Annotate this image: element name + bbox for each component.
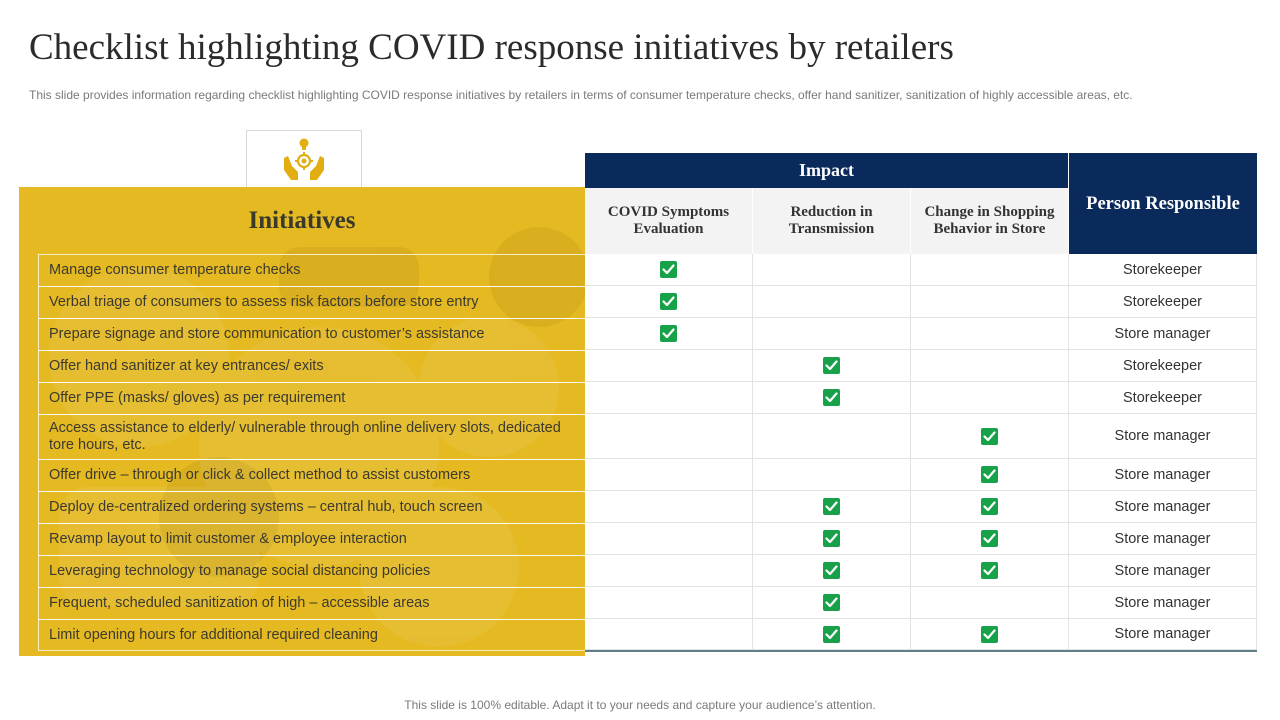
footer-note: This slide is 100% editable. Adapt it to…: [404, 698, 876, 712]
initiative-label: Limit opening hours for additional requi…: [38, 619, 585, 651]
impact-cell: [585, 254, 753, 286]
person-responsible-cell: Store manager: [1069, 459, 1257, 491]
hands-lightbulb-icon: [284, 138, 324, 180]
initiative-label: Offer PPE (masks/ gloves) as per require…: [38, 382, 585, 415]
page-subtitle: This slide provides information regardin…: [29, 88, 1133, 102]
impact-cell: [753, 523, 911, 555]
person-responsible-cell: Storekeeper: [1069, 254, 1257, 286]
impact-cell: [585, 619, 753, 650]
initiative-label: Offer hand sanitizer at key entrances/ e…: [38, 350, 585, 383]
impact-cell: [911, 350, 1069, 382]
initiative-label: Deploy de-centralized ordering systems –…: [38, 491, 585, 524]
initiatives-icon-box: [246, 130, 362, 188]
checkmark-icon: [823, 594, 840, 611]
impact-cell: [753, 491, 911, 523]
person-responsible-cell: Storekeeper: [1069, 382, 1257, 414]
impact-cell: [585, 382, 753, 414]
person-responsible-cell: Store manager: [1069, 491, 1257, 523]
checkmark-icon: [823, 625, 840, 643]
checkmark-icon: [981, 466, 998, 483]
checkmark-icon: [981, 625, 998, 643]
checkmark-icon: [981, 498, 998, 515]
person-responsible-cell: Store manager: [1069, 523, 1257, 555]
person-responsible-header: Person Responsible: [1069, 153, 1257, 254]
initiative-label: Prepare signage and store communication …: [38, 318, 585, 351]
impact-cell: [753, 459, 911, 491]
impact-cell: [911, 555, 1069, 587]
impact-cell: [911, 286, 1069, 318]
impact-cell: [585, 491, 753, 523]
impact-cell: [753, 414, 911, 459]
initiatives-header: Initiatives: [248, 206, 356, 234]
checkmark-icon: [823, 498, 840, 515]
initiative-label: Access assistance to elderly/ vulnerable…: [38, 414, 585, 460]
initiative-label: Revamp layout to limit customer & employ…: [38, 523, 585, 556]
initiative-label: Manage consumer temperature checks: [38, 254, 585, 287]
initiative-label: Frequent, scheduled sanitization of high…: [38, 587, 585, 620]
impact-cell: [911, 587, 1069, 619]
person-responsible-cell: Storekeeper: [1069, 350, 1257, 382]
impact-cell: [753, 318, 911, 350]
person-responsible-cell: Store manager: [1069, 555, 1257, 587]
impact-cell: [585, 459, 753, 491]
checkmark-icon: [981, 427, 998, 445]
checkmark-icon: [660, 325, 677, 342]
checkmark-icon: [823, 389, 840, 406]
initiative-label: Offer drive – through or click & collect…: [38, 459, 585, 492]
checkmark-icon: [660, 293, 677, 310]
person-responsible-cell: Store manager: [1069, 414, 1257, 459]
initiatives-panel: [19, 187, 585, 656]
impact-header: Impact: [585, 153, 1068, 188]
impact-cell: [585, 587, 753, 619]
column-header-reduction: Reduction in Transmission: [753, 188, 911, 254]
impact-cell: [585, 350, 753, 382]
impact-cell: [753, 382, 911, 414]
impact-cell: [911, 619, 1069, 650]
checkmark-icon: [823, 530, 840, 547]
table-bottom-rule: [585, 650, 1257, 652]
impact-cell: [911, 491, 1069, 523]
person-responsible-cell: Store manager: [1069, 619, 1257, 650]
initiative-label: Verbal triage of consumers to assess ris…: [38, 286, 585, 319]
checkmark-icon: [660, 261, 677, 278]
impact-cell: [585, 318, 753, 350]
impact-cell: [911, 382, 1069, 414]
impact-cell: [911, 254, 1069, 286]
checkmark-icon: [823, 562, 840, 579]
impact-cell: [585, 523, 753, 555]
impact-cell: [911, 459, 1069, 491]
impact-cell: [753, 350, 911, 382]
impact-cell: [585, 286, 753, 318]
impact-cell: [753, 286, 911, 318]
person-responsible-cell: Store manager: [1069, 318, 1257, 350]
impact-cell: [585, 555, 753, 587]
person-responsible-cell: Storekeeper: [1069, 286, 1257, 318]
column-header-shopping-behavior: Change in Shopping Behavior in Store: [911, 188, 1069, 254]
checkmark-icon: [981, 562, 998, 579]
impact-cell: [753, 619, 911, 650]
impact-cell: [911, 414, 1069, 459]
impact-cell: [585, 414, 753, 459]
checkmark-icon: [823, 357, 840, 374]
impact-cell: [753, 254, 911, 286]
impact-cell: [753, 587, 911, 619]
page-title: Checklist highlighting COVID response in…: [29, 27, 954, 68]
column-header-covid-symptoms: COVID Symptoms Evaluation: [585, 188, 753, 254]
impact-cell: [753, 555, 911, 587]
impact-cell: [911, 523, 1069, 555]
impact-cell: [911, 318, 1069, 350]
person-responsible-cell: Store manager: [1069, 587, 1257, 619]
checkmark-icon: [981, 530, 998, 547]
initiative-label: Leveraging technology to manage social d…: [38, 555, 585, 588]
